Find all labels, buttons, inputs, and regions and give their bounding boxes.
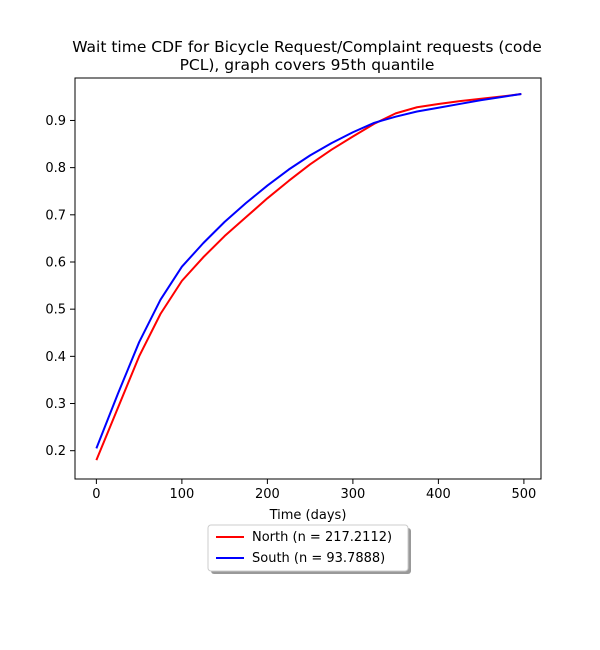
y-tick-label: 0.6 (45, 255, 66, 270)
y-tick-label: 0.4 (45, 350, 66, 365)
chart-title: Wait time CDF for Bicycle Request/Compla… (72, 38, 542, 74)
y-tick-label: 0.8 (45, 161, 66, 176)
x-tick-label: 500 (511, 487, 536, 502)
x-axis: 0 100 200 300 400 500 (92, 479, 536, 502)
legend-label-north: North (n = 217.2112) (252, 530, 392, 545)
plot-frame (74, 77, 542, 480)
series-group (95, 93, 522, 461)
x-tick-label: 100 (169, 487, 194, 502)
legend: North (n = 217.2112) South (n = 93.7888) (207, 524, 411, 574)
y-tick-label: 0.5 (45, 303, 66, 318)
y-axis: 0.2 0.3 0.4 0.5 0.6 0.7 0.8 0.9 (45, 114, 75, 459)
y-tick-label: 0.7 (45, 208, 66, 223)
series-line-south (95, 93, 522, 449)
legend-box (207, 524, 409, 572)
x-tick-label: 300 (340, 487, 365, 502)
chart-title-line-2: PCL), graph covers 95th quantile (180, 56, 435, 74)
y-tick-label: 0.9 (45, 114, 66, 129)
x-tick-label: 0 (92, 487, 100, 502)
y-tick-label: 0.2 (45, 444, 66, 459)
chart-title-line-1: Wait time CDF for Bicycle Request/Compla… (72, 38, 542, 56)
x-tick-label: 200 (255, 487, 280, 502)
x-tick-label: 400 (426, 487, 451, 502)
series-line-north (95, 93, 522, 461)
legend-label-south: South (n = 93.7888) (252, 551, 385, 566)
y-tick-label: 0.3 (45, 397, 66, 412)
x-axis-label: Time (days) (269, 508, 347, 523)
